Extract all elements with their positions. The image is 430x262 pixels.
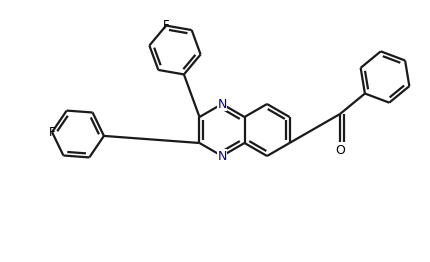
Text: O: O bbox=[335, 144, 345, 157]
Text: N: N bbox=[217, 150, 227, 162]
Text: N: N bbox=[217, 97, 227, 111]
Text: F: F bbox=[49, 125, 55, 139]
Text: F: F bbox=[163, 19, 169, 32]
